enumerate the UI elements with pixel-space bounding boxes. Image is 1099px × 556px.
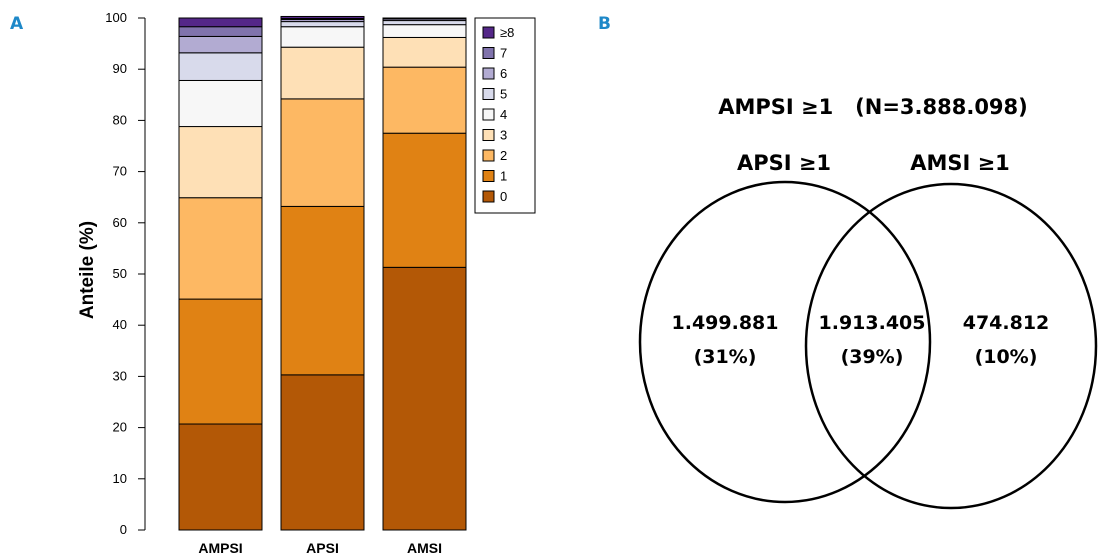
bar-segment-ampsi-2 — [178, 197, 263, 300]
amsi-only-percent: (10%) — [975, 346, 1038, 368]
bar-segment-ampsi-6 — [178, 35, 263, 54]
y-tick-label: 50 — [113, 266, 127, 281]
legend-swatch — [482, 149, 495, 162]
bar-segment-apsi-1 — [280, 205, 365, 376]
y-tick-label: 100 — [105, 10, 127, 25]
apsi-circle — [638, 180, 932, 504]
y-axis-label: Anteile (%) — [77, 221, 98, 319]
legend-label: 3 — [500, 128, 507, 143]
legend-label: 1 — [500, 169, 507, 184]
legend-label: ≥8 — [500, 25, 514, 40]
amsi-only-value: 474.812 — [963, 312, 1050, 334]
venn-diagram: AMPSI ≥1 (N=3.888.098) APSI ≥1 AMSI ≥1 1… — [638, 95, 1098, 510]
legend-swatch — [482, 129, 495, 141]
apsi-only-percent: (31%) — [694, 346, 757, 368]
bar-segment-apsi-3 — [280, 46, 365, 100]
y-tick-label: 90 — [113, 61, 127, 76]
legend-swatch — [482, 190, 495, 203]
y-tick-label: 0 — [120, 522, 127, 537]
legend-label: 7 — [500, 46, 507, 61]
bar-segment-amsi-2 — [382, 66, 467, 134]
y-axis: 0 10 20 30 40 50 60 70 80 90 100 — [105, 10, 146, 537]
apsi-set-label: APSI ≥1 — [737, 151, 831, 175]
x-tick-label: APSI — [306, 540, 339, 556]
legend-label: 2 — [500, 148, 507, 163]
apsi-only-value: 1.499.881 — [672, 312, 779, 334]
bar-segment-amsi-4 — [382, 24, 467, 38]
bars — [178, 15, 467, 531]
overlap-value: 1.913.405 — [819, 312, 926, 334]
bar-segment-ampsi-1 — [178, 298, 263, 425]
legend-swatch — [482, 67, 495, 80]
legend-swatch — [482, 108, 495, 121]
amsi-set-label: AMSI ≥1 — [910, 151, 1010, 175]
bar-segment-apsi-≥8 — [280, 15, 365, 20]
bar-segment-amsi-≥8 — [382, 17, 467, 20]
y-tick-label: 70 — [113, 164, 127, 179]
bar-segment-amsi-0 — [382, 266, 467, 531]
legend-label: 4 — [500, 107, 507, 122]
venn-title: AMPSI ≥1 (N=3.888.098) — [718, 95, 1028, 119]
bar-segment-ampsi-5 — [178, 52, 263, 81]
bar-segment-amsi-1 — [382, 132, 467, 268]
x-tick-label: AMSI — [407, 540, 442, 556]
legend-swatch — [482, 170, 495, 182]
y-tick-label: 20 — [113, 420, 127, 435]
bar-segment-ampsi-3 — [178, 126, 263, 199]
legend-label: 0 — [500, 189, 507, 204]
amsi-circle — [804, 182, 1098, 510]
y-tick-label: 80 — [113, 112, 127, 127]
y-tick-label: 40 — [113, 317, 127, 332]
y-tick-label: 30 — [113, 368, 127, 383]
legend: ≥8 7 6 5 4 3 2 1 0 — [474, 17, 536, 214]
legend-label: 6 — [500, 66, 507, 81]
legend-swatch — [482, 26, 495, 39]
legend-label: 5 — [500, 87, 507, 102]
panel-a-label: A — [10, 14, 24, 34]
bar-segment-ampsi-4 — [178, 79, 263, 128]
x-tick-label: AMPSI — [198, 540, 242, 556]
overlap-percent: (39%) — [841, 346, 904, 368]
y-tick-label: 10 — [113, 471, 127, 486]
panel-b-label: B — [598, 14, 611, 34]
bar-segment-apsi-5 — [280, 21, 365, 28]
bar-segment-ampsi-≥8 — [178, 17, 263, 28]
y-tick-label: 60 — [113, 215, 127, 230]
bar-segment-amsi-5 — [382, 20, 467, 26]
bar-segment-amsi-3 — [382, 36, 467, 68]
x-axis-labels: AMPSI APSI AMSI — [198, 540, 442, 556]
bar-segment-ampsi-0 — [178, 423, 263, 531]
legend-swatch — [482, 47, 495, 59]
bar-segment-apsi-2 — [280, 98, 365, 207]
bar-segment-apsi-0 — [280, 374, 365, 531]
bar-segment-apsi-4 — [280, 26, 365, 48]
legend-swatch — [482, 88, 495, 100]
bar-segment-ampsi-7 — [178, 26, 263, 37]
